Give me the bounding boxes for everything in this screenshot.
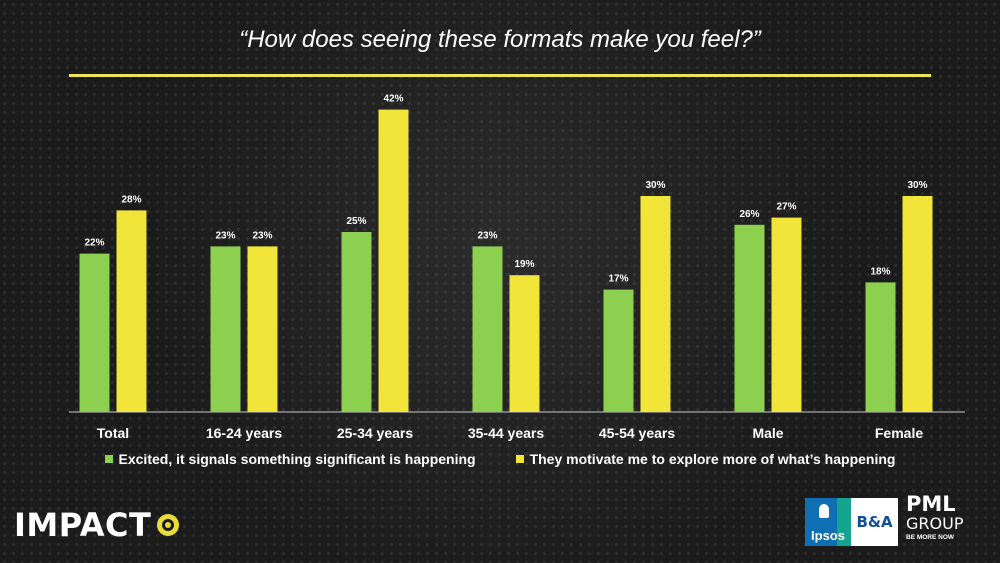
bar-series-1-5 bbox=[734, 224, 765, 412]
legend-label-series-2: They motivate me to explore more of what… bbox=[529, 451, 896, 467]
bar-series-1-3 bbox=[472, 246, 503, 412]
ipsos-stripe bbox=[837, 498, 851, 546]
bar-series-1-1 bbox=[210, 246, 241, 412]
bar-series-1-0 bbox=[79, 253, 110, 412]
data-label-series-1-2: 25% bbox=[346, 216, 366, 227]
bar-series-1-2 bbox=[341, 232, 372, 412]
bar-series-1-6 bbox=[865, 282, 896, 412]
impact-logo-text: IMPACT bbox=[14, 506, 152, 544]
ipsos-figure-icon bbox=[819, 504, 829, 518]
bar-series-2-0 bbox=[116, 210, 147, 412]
bar-series-2-6 bbox=[902, 196, 933, 412]
data-label-series-2-3: 19% bbox=[514, 259, 534, 270]
category-label-4: 45-54 years bbox=[599, 425, 676, 441]
pml-group-text: GROUP bbox=[906, 514, 964, 533]
data-label-series-2-1: 23% bbox=[252, 230, 272, 241]
data-label-series-1-0: 22% bbox=[84, 238, 104, 249]
category-label-0: Total bbox=[97, 425, 129, 441]
legend-label-series-1: Excited, it signals something significan… bbox=[118, 451, 476, 467]
target-icon bbox=[157, 514, 180, 536]
legend-swatch-green bbox=[104, 455, 113, 463]
data-label-series-1-3: 23% bbox=[477, 230, 497, 241]
pml-logo-text: PML bbox=[906, 492, 956, 516]
legend-item-series-1: Excited, it signals something significan… bbox=[104, 451, 476, 467]
data-label-series-2-5: 27% bbox=[776, 202, 796, 213]
ipsos-logo-text: Ipsos bbox=[811, 528, 845, 543]
category-label-2: 25-34 years bbox=[337, 425, 414, 441]
data-label-series-1-1: 23% bbox=[215, 230, 235, 241]
impact-logo: IMPACT bbox=[14, 506, 180, 544]
bar-series-1-4 bbox=[603, 289, 634, 412]
category-label-3: 35-44 years bbox=[468, 425, 545, 441]
chart-title: “How does seeing these formats make you … bbox=[239, 26, 761, 53]
ipsos-logo: Ipsos bbox=[805, 498, 851, 546]
category-labels-group: Total 16-24 years 25-34 years 35-44 years 45… bbox=[97, 425, 924, 441]
partner-logos: Ipsos B&A PML GROUP BE MORE NOW bbox=[805, 494, 963, 546]
category-label-1: 16-24 years bbox=[206, 425, 283, 441]
ipsos-ba-logo: Ipsos B&A bbox=[805, 498, 898, 546]
data-label-series-1-6: 18% bbox=[870, 266, 890, 277]
data-label-series-2-6: 30% bbox=[907, 180, 927, 191]
bars-group bbox=[79, 109, 933, 412]
data-label-series-2-4: 30% bbox=[645, 180, 665, 191]
category-label-6: Female bbox=[875, 425, 923, 441]
legend: Excited, it signals something significan… bbox=[0, 451, 1000, 467]
data-label-series-1-4: 17% bbox=[608, 274, 628, 285]
ba-logo-text: B&A bbox=[856, 513, 893, 531]
data-label-series-2-0: 28% bbox=[121, 194, 141, 205]
bar-series-2-3 bbox=[509, 275, 540, 412]
bar-series-2-2 bbox=[378, 109, 409, 412]
ba-logo: B&A bbox=[851, 498, 898, 546]
title-underline bbox=[69, 74, 931, 77]
pml-tagline: BE MORE NOW bbox=[906, 534, 955, 541]
legend-item-series-2: They motivate me to explore more of what… bbox=[515, 451, 896, 467]
value-labels-group: 22% 28% 23% 23% 25% 42% 23% 19% 17% 30% 26% 27% 18% 3… bbox=[84, 94, 927, 285]
data-label-series-2-2: 42% bbox=[383, 94, 403, 105]
bar-series-2-1 bbox=[247, 246, 278, 412]
data-label-series-1-5: 26% bbox=[739, 209, 759, 220]
legend-swatch-yellow bbox=[515, 455, 524, 463]
bar-series-2-5 bbox=[771, 217, 802, 412]
pml-group-logo: PML GROUP BE MORE NOW bbox=[906, 494, 963, 542]
bar-series-2-4 bbox=[640, 196, 671, 412]
category-label-5: Male bbox=[752, 425, 783, 441]
